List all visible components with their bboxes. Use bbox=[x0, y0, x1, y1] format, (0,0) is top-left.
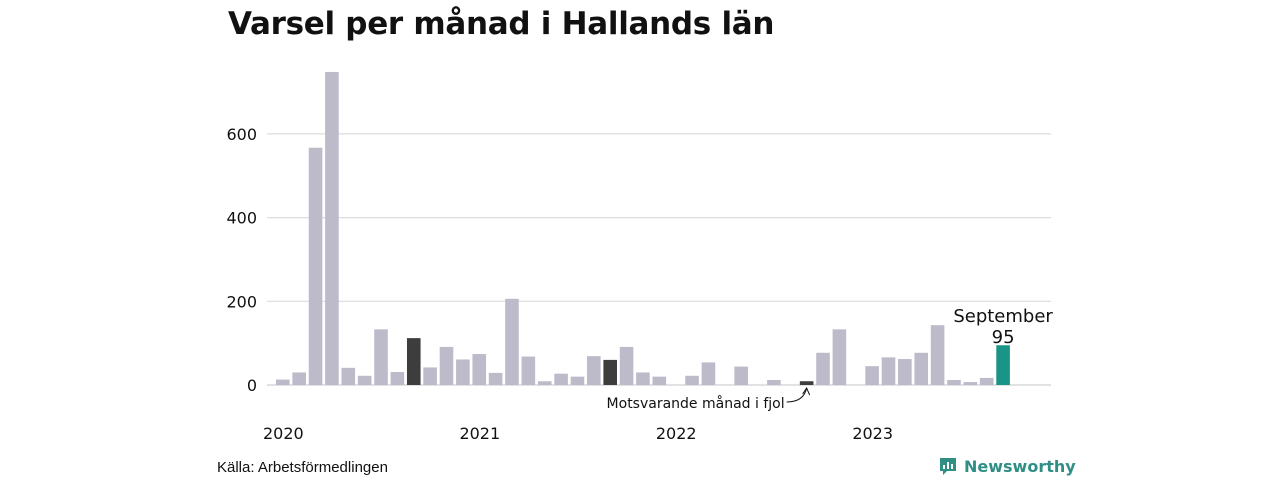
brand[interactable]: Newsworthy bbox=[938, 456, 1076, 476]
bar bbox=[537, 381, 552, 385]
bar bbox=[292, 372, 306, 385]
bar bbox=[357, 375, 372, 385]
bar bbox=[799, 381, 814, 385]
bar bbox=[505, 298, 519, 385]
brand-name: Newsworthy bbox=[964, 456, 1076, 476]
x-tick-label: 2020 bbox=[263, 424, 304, 443]
bar bbox=[325, 71, 339, 385]
bar bbox=[406, 338, 421, 385]
bar bbox=[390, 372, 405, 385]
x-axis-year-labels: 2020 2021 2022 2023 bbox=[263, 424, 893, 443]
bar bbox=[456, 359, 470, 385]
bar bbox=[276, 379, 290, 385]
x-tick-label: 2022 bbox=[656, 424, 697, 443]
bar bbox=[767, 379, 781, 385]
x-tick-label: 2021 bbox=[459, 424, 500, 443]
bar bbox=[979, 377, 994, 385]
bar bbox=[439, 346, 454, 385]
bar bbox=[947, 379, 961, 385]
bar bbox=[587, 356, 601, 385]
annotation-arrow bbox=[786, 387, 808, 403]
highlight-value-label: 95 bbox=[992, 327, 1015, 348]
y-tick-label: 200 bbox=[226, 292, 257, 311]
bar bbox=[816, 352, 830, 385]
annotation-arrowhead bbox=[802, 386, 811, 396]
bar bbox=[996, 345, 1010, 385]
bar bbox=[832, 329, 847, 385]
bar bbox=[734, 366, 748, 385]
bar bbox=[963, 382, 978, 385]
source-note: Källa: Arbetsförmedlingen bbox=[217, 459, 388, 476]
bar bbox=[341, 367, 356, 385]
bar bbox=[423, 367, 437, 385]
y-tick-label: 0 bbox=[247, 376, 257, 395]
y-tick-label: 400 bbox=[226, 209, 257, 228]
bar bbox=[701, 362, 716, 385]
chart-title: Varsel per månad i Hallands län bbox=[228, 6, 775, 42]
bar bbox=[652, 376, 667, 385]
bar bbox=[308, 147, 323, 385]
bar bbox=[570, 376, 585, 385]
y-tick-label: 600 bbox=[226, 125, 257, 144]
newsworthy-logo-icon bbox=[940, 458, 956, 475]
bars bbox=[276, 71, 1010, 385]
bar bbox=[930, 325, 945, 385]
bar bbox=[488, 372, 503, 385]
y-axis-ticks: 0 200 400 600 bbox=[226, 125, 257, 395]
x-tick-label: 2023 bbox=[852, 424, 893, 443]
bar bbox=[865, 366, 879, 385]
bar bbox=[619, 346, 634, 385]
bar bbox=[374, 329, 388, 385]
bar bbox=[685, 375, 699, 385]
highlight-month-label: September bbox=[953, 306, 1053, 327]
bar bbox=[636, 372, 650, 385]
bar bbox=[472, 354, 487, 385]
comparison-note: Motsvarande månad i fjol bbox=[607, 395, 785, 412]
bar bbox=[603, 359, 617, 385]
bar bbox=[898, 359, 912, 385]
bar bbox=[521, 356, 536, 385]
bar bbox=[554, 373, 568, 385]
bar bbox=[914, 352, 929, 385]
bar bbox=[881, 357, 896, 385]
